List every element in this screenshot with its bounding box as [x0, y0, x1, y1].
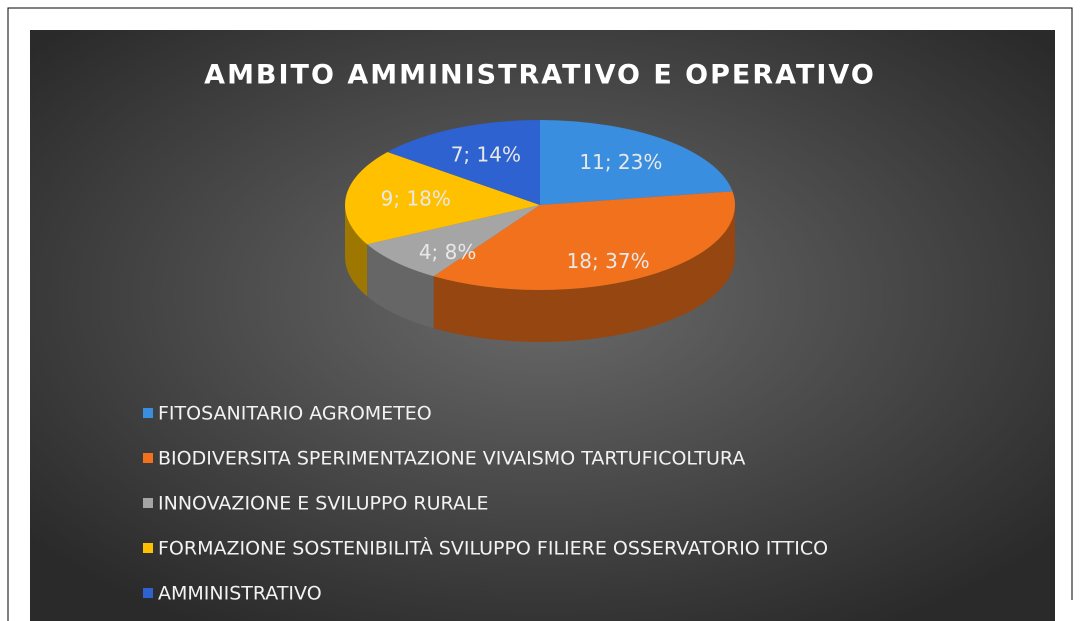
pie-side: [433, 205, 735, 342]
data-label: 18; 37%: [567, 249, 650, 273]
legend-label: FITOSANITARIO AGROMETEO: [158, 403, 432, 425]
pie-side: [345, 205, 368, 297]
pie-slice: [540, 120, 733, 205]
data-label: 11; 23%: [579, 150, 662, 174]
pie-slice: [367, 205, 540, 277]
pie-side: [367, 244, 434, 329]
pie-slice: [433, 191, 735, 290]
data-label: 4; 8%: [419, 240, 477, 264]
pie-slice: [345, 152, 540, 245]
legend-swatch: [143, 408, 153, 418]
frame: [7, 7, 1073, 621]
legend-label: INNOVAZIONE E SVILUPPO RURALE: [158, 493, 489, 515]
legend-swatch: [143, 453, 153, 463]
data-label: 7; 14%: [451, 142, 521, 166]
legend-label: BIODIVERSITA SPERIMENTAZIONE VIVAISMO TA…: [158, 448, 745, 470]
legend-label: AMMINISTRATIVO: [158, 583, 322, 605]
legend-swatch: [143, 498, 153, 508]
data-label: 9; 18%: [381, 186, 451, 210]
legend-swatch: [143, 543, 153, 553]
legend-label: FORMAZIONE SOSTENIBILITÀ SVILUPPO FILIER…: [158, 537, 828, 560]
legend-swatch: [143, 588, 153, 598]
pie-slice: [387, 120, 540, 205]
chart-title: AMBITO AMMINISTRATIVO E OPERATIVO: [204, 60, 876, 91]
